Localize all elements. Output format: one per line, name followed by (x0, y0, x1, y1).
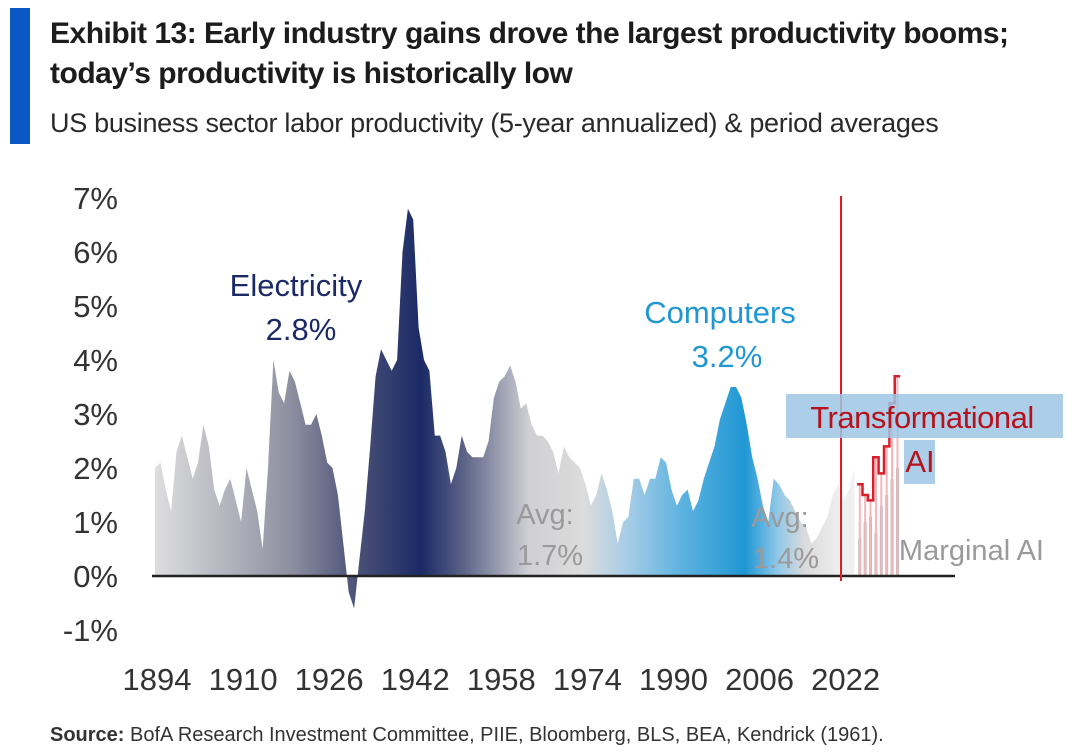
transformational-ai-bar (891, 403, 894, 576)
source-label: Source: (50, 724, 125, 746)
transformational-ai-bar (896, 376, 899, 576)
source-text: BofA Research Investment Committee, PIIE… (130, 724, 884, 746)
y-tick-label: -1% (63, 613, 118, 648)
x-tick-label: 1894 (123, 662, 192, 697)
x-tick-label: 1958 (467, 662, 536, 697)
computers-label: Computers (644, 295, 796, 330)
y-tick-label: 6% (73, 235, 118, 270)
electricity-label: Electricity (230, 268, 363, 303)
transformational-ai-bar (864, 495, 867, 576)
transformational-ai-bar (885, 446, 888, 576)
transformational-ai-bar (858, 484, 861, 576)
avg-label-1: Avg: (516, 499, 574, 531)
y-tick-label: 1% (73, 505, 118, 540)
x-tick-label: 1910 (209, 662, 278, 697)
x-tick-label: 1990 (639, 662, 708, 697)
x-tick-label: 2006 (725, 662, 794, 697)
chart-title: Exhibit 13: Early industry gains drove t… (50, 17, 1009, 90)
transformational-ai-bar (869, 500, 872, 576)
y-tick-label: 2% (73, 451, 118, 486)
computers-average: 3.2% (692, 339, 763, 374)
x-tick-label: 1942 (381, 662, 450, 697)
transformational-ai-bar (880, 473, 883, 576)
y-tick-label: 3% (73, 397, 118, 432)
electricity-average: 2.8% (266, 312, 337, 347)
avg-label-2: Avg: (751, 502, 809, 534)
source-note: Source: BofA Research Investment Committ… (50, 722, 884, 748)
x-tick-label: 1926 (295, 662, 364, 697)
chart-subtitle: US business sector labor productivity (5… (50, 108, 939, 138)
y-tick-label: 5% (73, 289, 118, 324)
transformational-ai-highlight (904, 440, 935, 484)
productivity-area (155, 208, 855, 609)
transformational-ai-bar (874, 457, 877, 576)
x-tick-label: 1974 (553, 662, 622, 697)
x-tick-label: 2022 (811, 662, 880, 697)
marginal-ai-label: Marginal AI (899, 535, 1044, 567)
y-tick-label: 0% (73, 559, 118, 594)
accent-bar (10, 8, 30, 144)
transformational-ai-label-line2: AI (905, 444, 934, 479)
transformational-ai-label: Transformational (810, 400, 1033, 435)
avg-value-1: 1.7% (517, 540, 583, 572)
y-tick-label: 7% (73, 181, 118, 216)
y-tick-label: 4% (73, 343, 118, 378)
avg-value-2: 1.4% (753, 543, 819, 575)
transformational-ai-highlight (786, 394, 1063, 438)
